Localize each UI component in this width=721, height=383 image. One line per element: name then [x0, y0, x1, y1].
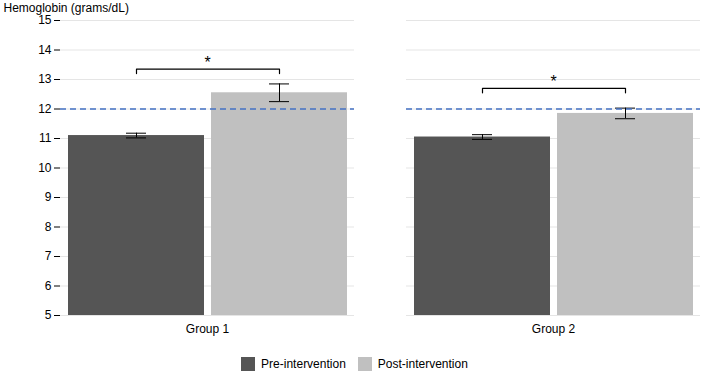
svg-text:14: 14	[38, 43, 52, 57]
svg-text:6: 6	[45, 279, 52, 293]
svg-text:Group 1: Group 1	[186, 322, 230, 336]
html-text:Pre-intervention: Pre-intervention	[261, 356, 346, 371]
svg-text:9: 9	[45, 190, 52, 204]
svg-text:13: 13	[38, 72, 52, 86]
svg-text:*: *	[204, 54, 210, 71]
svg-text:12: 12	[38, 102, 52, 116]
svg-text:15: 15	[38, 13, 52, 27]
svg-text:Hemoglobin (grams/dL): Hemoglobin (grams/dL)	[4, 1, 129, 15]
html-text:Post-intervention: Post-intervention	[377, 356, 468, 371]
svg-text:7: 7	[45, 249, 52, 263]
svg-text:Group 2: Group 2	[532, 322, 576, 336]
svg-text:11: 11	[39, 131, 52, 145]
svg-text:*: *	[550, 73, 556, 90]
svg-text:5: 5	[45, 308, 52, 322]
svg-text:10: 10	[38, 161, 52, 175]
svg-text:8: 8	[45, 220, 52, 234]
